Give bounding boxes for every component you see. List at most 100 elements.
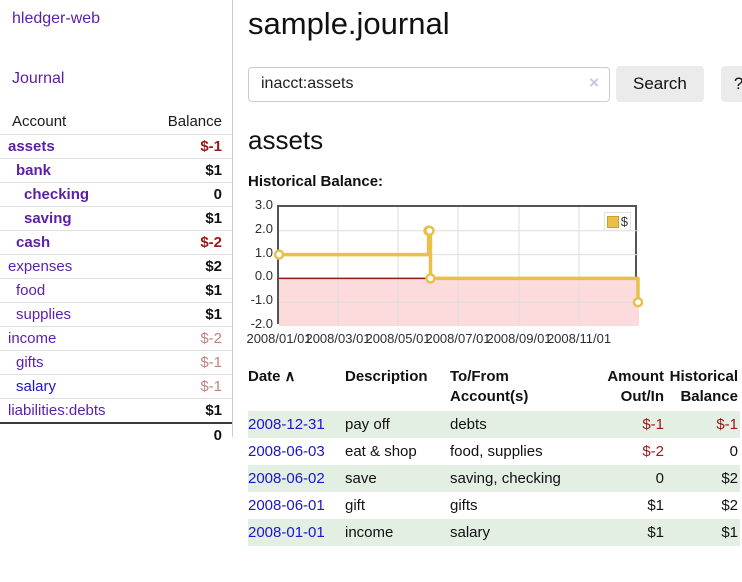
account-link-expenses[interactable]: expenses bbox=[8, 258, 73, 275]
account-balance: $1 bbox=[134, 206, 232, 231]
account-link-checking[interactable]: checking bbox=[24, 186, 90, 203]
register-description: income bbox=[345, 524, 394, 541]
account-row: bank $1 bbox=[0, 158, 232, 183]
accounts-header-account: Account bbox=[12, 113, 67, 130]
account-row: expenses $2 bbox=[0, 254, 232, 279]
y-axis-tick-label: -2.0 bbox=[250, 316, 273, 331]
chart-plot-area: $ bbox=[273, 205, 644, 326]
register-description: eat & shop bbox=[345, 443, 417, 460]
register-amount: $-1 bbox=[642, 416, 664, 433]
account-link-cash[interactable]: cash bbox=[16, 234, 51, 251]
help-button[interactable]: ? bbox=[720, 66, 742, 102]
register-accounts: gifts bbox=[450, 497, 478, 514]
account-balance: $-1 bbox=[134, 350, 232, 375]
account-row: income $-2 bbox=[0, 326, 232, 351]
account-link-income[interactable]: income bbox=[8, 330, 57, 347]
register-row: 2008-06-01 gift gifts $1 $2 bbox=[248, 492, 740, 519]
search-form: × Search ? bbox=[248, 66, 742, 102]
register-header-accounts: To/From Account(s) bbox=[450, 368, 529, 405]
accounts-total-value: 0 bbox=[134, 422, 232, 447]
clear-search-icon[interactable]: × bbox=[589, 72, 599, 92]
account-balance: $-2 bbox=[134, 326, 232, 351]
x-axis-tick-label: 2008/07/01 bbox=[425, 331, 491, 346]
account-link-salary[interactable]: salary bbox=[16, 378, 57, 395]
register-row: 2008-06-03 eat & shop food, supplies $-2 0 bbox=[248, 438, 740, 465]
legend-label: $ bbox=[620, 214, 628, 229]
accounts-total-row: 0 bbox=[0, 422, 232, 447]
register-header-date[interactable]: Date ∧ bbox=[248, 368, 296, 385]
account-balance: $1 bbox=[134, 278, 232, 303]
account-link-assets[interactable]: assets bbox=[8, 138, 55, 155]
x-axis-tick-label: 2008/01/01 bbox=[246, 331, 312, 346]
register-description: pay off bbox=[345, 416, 390, 433]
register-description: save bbox=[345, 470, 377, 487]
account-balance: $-2 bbox=[134, 230, 232, 255]
register-amount: $1 bbox=[647, 497, 664, 514]
chart-legend: $ bbox=[603, 212, 631, 231]
y-axis-tick-label: 0.0 bbox=[254, 268, 273, 284]
register-date-link[interactable]: 2008-06-03 bbox=[248, 443, 325, 460]
account-row: food $1 bbox=[0, 278, 232, 303]
account-row: assets $-1 bbox=[0, 134, 232, 159]
y-axis-tick-label: 3.0 bbox=[254, 197, 273, 212]
x-axis-tick-label: 2008/05/01 bbox=[365, 331, 431, 346]
account-row: liabilities:debts $1 bbox=[0, 398, 232, 423]
account-heading: assets bbox=[248, 125, 324, 155]
register-balance: $2 bbox=[721, 470, 738, 487]
register-table: Date ∧ Description To/From Account(s) Amo… bbox=[248, 363, 740, 546]
account-link-gifts[interactable]: gifts bbox=[16, 354, 44, 371]
account-row: checking 0 bbox=[0, 182, 232, 207]
register-balance: $1 bbox=[721, 524, 738, 541]
register-header-description: Description bbox=[345, 368, 428, 385]
register-accounts: debts bbox=[450, 416, 487, 433]
search-button[interactable]: Search bbox=[616, 66, 704, 102]
account-row: salary $-1 bbox=[0, 374, 232, 399]
register-date-link[interactable]: 2008-06-02 bbox=[248, 470, 325, 487]
x-axis-tick-label: 2008/09/01 bbox=[486, 331, 552, 346]
historical-balance-chart: $ 3.0 2.0 1.0 0.0 -1.0 -2.0 2008/01/01 2008/03/… bbox=[246, 197, 742, 346]
sort-asc-icon: ∧ bbox=[284, 368, 296, 385]
account-link-saving[interactable]: saving bbox=[24, 210, 72, 227]
page-title: sample.journal bbox=[248, 6, 450, 41]
account-row: supplies $1 bbox=[0, 302, 232, 327]
register-balance: 0 bbox=[729, 443, 738, 460]
chart-svg bbox=[273, 207, 644, 326]
chart-title: Historical Balance: bbox=[248, 173, 384, 190]
y-axis-tick-label: 2.0 bbox=[254, 220, 273, 236]
account-link-liabilities-debts[interactable]: liabilities:debts bbox=[8, 402, 106, 419]
account-balance: $-1 bbox=[134, 374, 232, 399]
register-row: 2008-01-01 income salary $1 $1 bbox=[248, 519, 740, 546]
app-title-link[interactable]: hledger-web bbox=[12, 10, 101, 27]
register-header-balance: Historical Balance bbox=[669, 368, 738, 405]
account-balance: $-1 bbox=[134, 134, 232, 159]
register-date-link[interactable]: 2008-12-31 bbox=[248, 416, 325, 433]
account-balance: 0 bbox=[134, 182, 232, 207]
register-amount: $1 bbox=[647, 524, 664, 541]
register-balance: $2 bbox=[721, 497, 738, 514]
journal-link[interactable]: Journal bbox=[12, 70, 65, 87]
register-row: 2008-06-02 save saving, checking 0 $2 bbox=[248, 465, 740, 492]
account-balance: $1 bbox=[134, 398, 232, 423]
register-row: 2008-12-31 pay off debts $-1 $-1 bbox=[248, 411, 740, 438]
register-date-link[interactable]: 2008-01-01 bbox=[248, 524, 325, 541]
x-axis-tick-label: 2008/03/01 bbox=[305, 331, 371, 346]
register-date-link[interactable]: 2008-06-01 bbox=[248, 497, 325, 514]
accounts-table: Account Balance assets $-1 bank $1 checking 0… bbox=[0, 109, 232, 447]
account-link-bank[interactable]: bank bbox=[16, 162, 52, 179]
accounts-header-balance: Balance bbox=[167, 113, 222, 130]
account-row: cash $-2 bbox=[0, 230, 232, 255]
legend-swatch-icon bbox=[606, 215, 619, 228]
register-amount: $-2 bbox=[642, 443, 664, 460]
register-header-amount: Amount Out/In bbox=[607, 368, 664, 405]
register-accounts: food, supplies bbox=[450, 443, 543, 460]
y-axis-tick-label: -1.0 bbox=[250, 292, 273, 308]
account-row: saving $1 bbox=[0, 206, 232, 231]
account-link-supplies[interactable]: supplies bbox=[16, 306, 72, 323]
account-balance: $2 bbox=[134, 254, 232, 279]
account-link-food[interactable]: food bbox=[16, 282, 46, 299]
register-amount: 0 bbox=[655, 470, 664, 487]
register-accounts: saving, checking bbox=[450, 470, 561, 487]
search-input[interactable] bbox=[248, 66, 610, 102]
register-description: gift bbox=[345, 497, 366, 514]
